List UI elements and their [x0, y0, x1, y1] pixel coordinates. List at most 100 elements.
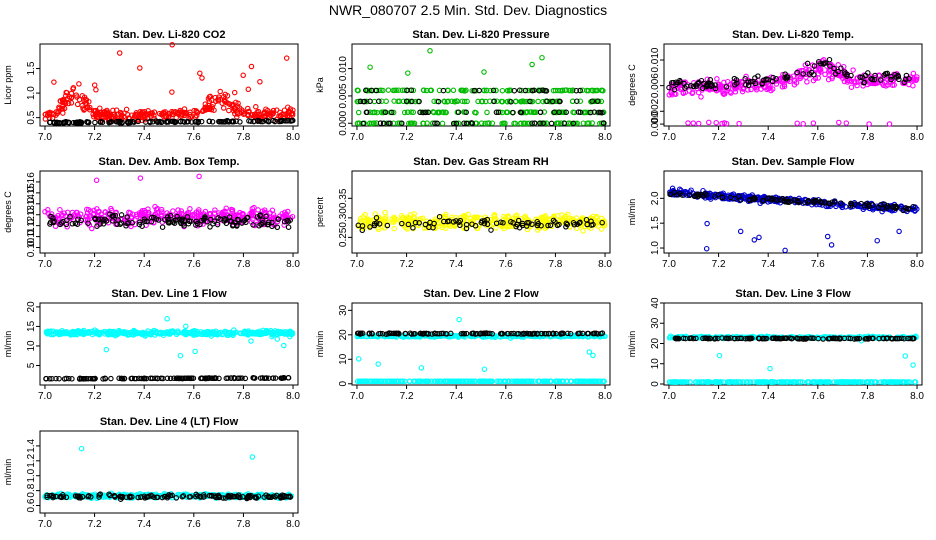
- data-point: [681, 379, 687, 385]
- data-point: [464, 98, 470, 105]
- data-point: [383, 98, 389, 105]
- data-point-reference: [563, 224, 569, 230]
- data-point: [199, 75, 205, 81]
- data-point: [117, 109, 124, 116]
- data-point: [145, 206, 151, 212]
- data-point: [108, 328, 115, 335]
- data-point: [400, 98, 407, 105]
- data-point-reference: [92, 216, 99, 223]
- data-point: [502, 378, 508, 385]
- data-point-reference: [804, 60, 811, 67]
- data-point: [505, 87, 511, 94]
- data-point-reference: [198, 118, 205, 125]
- data-point: [445, 98, 451, 104]
- data-point-reference: [529, 120, 535, 126]
- y-tick-label: 0.000: [338, 110, 349, 135]
- data-point-reference: [95, 216, 102, 223]
- data-point-reference: [149, 375, 156, 382]
- data-point: [704, 220, 710, 227]
- data-point-reference: [384, 222, 391, 229]
- data-point: [547, 98, 553, 105]
- data-point-reference: [435, 98, 442, 105]
- scatter-points: [354, 48, 607, 127]
- data-point: [751, 237, 758, 243]
- data-point-reference: [838, 200, 844, 206]
- data-point-reference: [599, 219, 605, 226]
- data-point: [489, 378, 495, 385]
- data-point-reference: [723, 84, 730, 90]
- data-point-reference: [441, 218, 447, 225]
- data-point: [471, 378, 477, 385]
- data-point: [410, 87, 417, 94]
- data-point-reference: [471, 87, 477, 94]
- data-point-reference: [780, 335, 786, 342]
- data-point: [528, 378, 534, 385]
- data-point: [692, 379, 699, 385]
- data-point-reference: [117, 221, 123, 227]
- x-tick-label: 8.0: [910, 391, 924, 402]
- data-point-reference: [222, 217, 229, 223]
- data-point-reference: [668, 191, 674, 197]
- data-point-reference: [410, 331, 417, 337]
- data-point-reference: [244, 215, 250, 221]
- data-point-reference: [139, 223, 145, 229]
- data-point: [900, 379, 906, 385]
- data-point-reference: [773, 76, 779, 82]
- data-point-reference: [463, 225, 470, 232]
- data-point: [511, 219, 517, 225]
- data-point: [152, 203, 158, 210]
- data-point: [103, 111, 110, 118]
- data-point-reference: [537, 109, 544, 115]
- data-point: [906, 379, 913, 385]
- data-point: [224, 93, 231, 99]
- data-point: [169, 89, 175, 95]
- data-point: [401, 109, 408, 116]
- data-point-reference: [78, 119, 85, 126]
- data-point-reference: [215, 215, 221, 221]
- data-point-reference: [707, 77, 714, 83]
- data-point: [151, 112, 157, 119]
- data-point: [675, 379, 681, 385]
- data-point: [244, 330, 251, 336]
- data-point: [810, 77, 817, 84]
- data-point-reference: [742, 335, 749, 342]
- data-point-reference: [235, 375, 241, 381]
- y-tick-label: 10: [26, 340, 37, 352]
- data-point: [64, 209, 71, 216]
- data-point-reference: [242, 375, 249, 382]
- data-point: [273, 331, 280, 338]
- data-point: [81, 94, 88, 100]
- y-tick-label: 1.0: [26, 468, 37, 482]
- data-point-reference: [118, 212, 125, 218]
- data-point-reference: [565, 330, 571, 337]
- y-tick-label: 0.25: [338, 227, 349, 247]
- data-point: [732, 89, 739, 95]
- data-point: [727, 379, 734, 385]
- data-point-reference: [518, 109, 525, 116]
- data-point: [781, 379, 787, 385]
- y-tick-label: 0.35: [338, 188, 349, 208]
- data-point: [494, 378, 500, 385]
- data-point-reference: [379, 331, 386, 337]
- data-point: [410, 213, 417, 220]
- data-point: [248, 112, 255, 118]
- data-point-reference: [835, 68, 841, 75]
- data-point: [363, 98, 370, 105]
- plot-frame: [663, 302, 923, 386]
- data-point: [522, 378, 528, 385]
- data-point-reference: [223, 375, 230, 382]
- data-point: [518, 87, 525, 94]
- data-point-reference: [286, 117, 292, 124]
- data-point-reference: [222, 118, 229, 125]
- x-tick-label: 7.0: [38, 132, 52, 143]
- data-point: [567, 378, 574, 385]
- data-point: [452, 99, 458, 105]
- data-point: [70, 85, 77, 91]
- data-point: [721, 91, 728, 97]
- data-point-reference: [577, 87, 583, 94]
- data-point: [902, 353, 909, 359]
- x-tick-label: 7.4: [449, 132, 463, 143]
- data-point: [390, 120, 397, 126]
